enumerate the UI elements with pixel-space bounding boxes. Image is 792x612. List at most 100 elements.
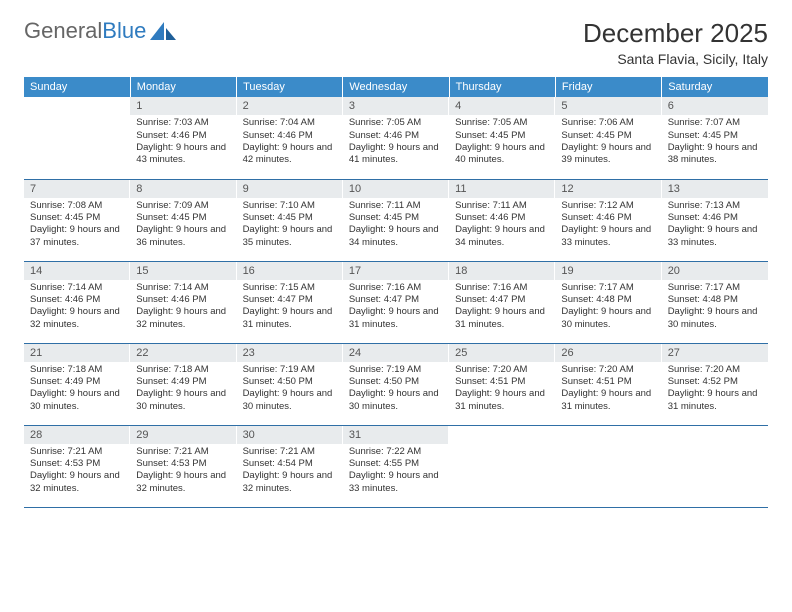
sunset-line: Sunset: 4:51 PM	[455, 376, 549, 388]
day-number: 8	[130, 180, 236, 198]
daylight-line: Daylight: 9 hours and 39 minutes.	[561, 142, 655, 167]
sunset-line: Sunset: 4:50 PM	[349, 376, 443, 388]
calendar-day-cell: 4Sunrise: 7:05 AMSunset: 4:45 PMDaylight…	[449, 97, 555, 179]
sunrise-line: Sunrise: 7:13 AM	[668, 200, 762, 212]
sunset-line: Sunset: 4:46 PM	[136, 130, 230, 142]
sunrise-line: Sunrise: 7:14 AM	[30, 282, 124, 294]
sunrise-line: Sunrise: 7:18 AM	[136, 364, 230, 376]
calendar-day-cell: 19Sunrise: 7:17 AMSunset: 4:48 PMDayligh…	[555, 261, 661, 343]
calendar-week-row: 28Sunrise: 7:21 AMSunset: 4:53 PMDayligh…	[24, 425, 768, 507]
day-number: 20	[662, 262, 768, 280]
sunset-line: Sunset: 4:45 PM	[30, 212, 124, 224]
calendar-day-cell: 23Sunrise: 7:19 AMSunset: 4:50 PMDayligh…	[237, 343, 343, 425]
sunset-line: Sunset: 4:51 PM	[561, 376, 655, 388]
day-number: 17	[343, 262, 449, 280]
sunrise-line: Sunrise: 7:20 AM	[455, 364, 549, 376]
calendar-day-cell: 7Sunrise: 7:08 AMSunset: 4:45 PMDaylight…	[24, 179, 130, 261]
day-content: Sunrise: 7:04 AMSunset: 4:46 PMDaylight:…	[237, 115, 343, 168]
day-content: Sunrise: 7:21 AMSunset: 4:53 PMDaylight:…	[24, 444, 130, 497]
day-number: 31	[343, 426, 449, 444]
calendar-day-cell: 29Sunrise: 7:21 AMSunset: 4:53 PMDayligh…	[130, 425, 236, 507]
sunset-line: Sunset: 4:53 PM	[136, 458, 230, 470]
sunrise-line: Sunrise: 7:20 AM	[561, 364, 655, 376]
day-content: Sunrise: 7:05 AMSunset: 4:45 PMDaylight:…	[449, 115, 555, 168]
day-number: 26	[555, 344, 661, 362]
sunset-line: Sunset: 4:52 PM	[668, 376, 762, 388]
day-content: Sunrise: 7:12 AMSunset: 4:46 PMDaylight:…	[555, 198, 661, 251]
day-number: 12	[555, 180, 661, 198]
daylight-line: Daylight: 9 hours and 32 minutes.	[136, 306, 230, 331]
calendar-day-cell: 14Sunrise: 7:14 AMSunset: 4:46 PMDayligh…	[24, 261, 130, 343]
daylight-line: Daylight: 9 hours and 33 minutes.	[668, 224, 762, 249]
day-content: Sunrise: 7:14 AMSunset: 4:46 PMDaylight:…	[130, 280, 236, 333]
sunrise-line: Sunrise: 7:05 AM	[349, 117, 443, 129]
daylight-line: Daylight: 9 hours and 32 minutes.	[136, 470, 230, 495]
day-content: Sunrise: 7:16 AMSunset: 4:47 PMDaylight:…	[343, 280, 449, 333]
daylight-line: Daylight: 9 hours and 32 minutes.	[243, 470, 337, 495]
calendar-day-cell: 22Sunrise: 7:18 AMSunset: 4:49 PMDayligh…	[130, 343, 236, 425]
calendar-day-cell: 10Sunrise: 7:11 AMSunset: 4:45 PMDayligh…	[343, 179, 449, 261]
day-number: 23	[237, 344, 343, 362]
day-content: Sunrise: 7:11 AMSunset: 4:46 PMDaylight:…	[449, 198, 555, 251]
daylight-line: Daylight: 9 hours and 35 minutes.	[243, 224, 337, 249]
sunset-line: Sunset: 4:48 PM	[668, 294, 762, 306]
day-number: 9	[237, 180, 343, 198]
day-content: Sunrise: 7:17 AMSunset: 4:48 PMDaylight:…	[662, 280, 768, 333]
calendar-day-cell: 25Sunrise: 7:20 AMSunset: 4:51 PMDayligh…	[449, 343, 555, 425]
sunset-line: Sunset: 4:55 PM	[349, 458, 443, 470]
calendar-day-cell	[24, 97, 130, 179]
daylight-line: Daylight: 9 hours and 30 minutes.	[30, 388, 124, 413]
calendar-day-cell: 15Sunrise: 7:14 AMSunset: 4:46 PMDayligh…	[130, 261, 236, 343]
day-content: Sunrise: 7:21 AMSunset: 4:53 PMDaylight:…	[130, 444, 236, 497]
day-content: Sunrise: 7:11 AMSunset: 4:45 PMDaylight:…	[343, 198, 449, 251]
location-text: Santa Flavia, Sicily, Italy	[583, 51, 768, 67]
sunrise-line: Sunrise: 7:11 AM	[455, 200, 549, 212]
sunset-line: Sunset: 4:53 PM	[30, 458, 124, 470]
day-content: Sunrise: 7:14 AMSunset: 4:46 PMDaylight:…	[24, 280, 130, 333]
sunrise-line: Sunrise: 7:19 AM	[243, 364, 337, 376]
weekday-header: Thursday	[449, 77, 555, 97]
day-content: Sunrise: 7:15 AMSunset: 4:47 PMDaylight:…	[237, 280, 343, 333]
daylight-line: Daylight: 9 hours and 32 minutes.	[30, 470, 124, 495]
sunset-line: Sunset: 4:46 PM	[243, 130, 337, 142]
daylight-line: Daylight: 9 hours and 30 minutes.	[349, 388, 443, 413]
title-block: December 2025 Santa Flavia, Sicily, Ital…	[583, 18, 768, 67]
sunrise-line: Sunrise: 7:15 AM	[243, 282, 337, 294]
sunset-line: Sunset: 4:45 PM	[136, 212, 230, 224]
calendar-day-cell	[662, 425, 768, 507]
calendar-week-row: 21Sunrise: 7:18 AMSunset: 4:49 PMDayligh…	[24, 343, 768, 425]
day-content: Sunrise: 7:03 AMSunset: 4:46 PMDaylight:…	[130, 115, 236, 168]
calendar-day-cell: 5Sunrise: 7:06 AMSunset: 4:45 PMDaylight…	[555, 97, 661, 179]
day-number: 7	[24, 180, 130, 198]
daylight-line: Daylight: 9 hours and 31 minutes.	[455, 306, 549, 331]
day-number: 6	[662, 97, 768, 115]
sunrise-line: Sunrise: 7:21 AM	[243, 446, 337, 458]
daylight-line: Daylight: 9 hours and 31 minutes.	[455, 388, 549, 413]
day-content: Sunrise: 7:07 AMSunset: 4:45 PMDaylight:…	[662, 115, 768, 168]
daylight-line: Daylight: 9 hours and 31 minutes.	[561, 388, 655, 413]
sunrise-line: Sunrise: 7:18 AM	[30, 364, 124, 376]
sunrise-line: Sunrise: 7:06 AM	[561, 117, 655, 129]
sunrise-line: Sunrise: 7:20 AM	[668, 364, 762, 376]
daylight-line: Daylight: 9 hours and 33 minutes.	[561, 224, 655, 249]
daylight-line: Daylight: 9 hours and 37 minutes.	[30, 224, 124, 249]
weekday-header: Friday	[555, 77, 661, 97]
day-content: Sunrise: 7:22 AMSunset: 4:55 PMDaylight:…	[343, 444, 449, 497]
sunset-line: Sunset: 4:45 PM	[668, 130, 762, 142]
calendar-day-cell: 16Sunrise: 7:15 AMSunset: 4:47 PMDayligh…	[237, 261, 343, 343]
calendar-day-cell: 6Sunrise: 7:07 AMSunset: 4:45 PMDaylight…	[662, 97, 768, 179]
calendar-day-cell: 21Sunrise: 7:18 AMSunset: 4:49 PMDayligh…	[24, 343, 130, 425]
day-number: 5	[555, 97, 661, 115]
day-number: 1	[130, 97, 236, 115]
calendar-day-cell: 8Sunrise: 7:09 AMSunset: 4:45 PMDaylight…	[130, 179, 236, 261]
daylight-line: Daylight: 9 hours and 43 minutes.	[136, 142, 230, 167]
day-content: Sunrise: 7:18 AMSunset: 4:49 PMDaylight:…	[130, 362, 236, 415]
sunrise-line: Sunrise: 7:17 AM	[561, 282, 655, 294]
sunset-line: Sunset: 4:46 PM	[30, 294, 124, 306]
calendar-day-cell: 20Sunrise: 7:17 AMSunset: 4:48 PMDayligh…	[662, 261, 768, 343]
daylight-line: Daylight: 9 hours and 41 minutes.	[349, 142, 443, 167]
day-number: 14	[24, 262, 130, 280]
calendar-day-cell: 17Sunrise: 7:16 AMSunset: 4:47 PMDayligh…	[343, 261, 449, 343]
day-content: Sunrise: 7:05 AMSunset: 4:46 PMDaylight:…	[343, 115, 449, 168]
daylight-line: Daylight: 9 hours and 31 minutes.	[668, 388, 762, 413]
